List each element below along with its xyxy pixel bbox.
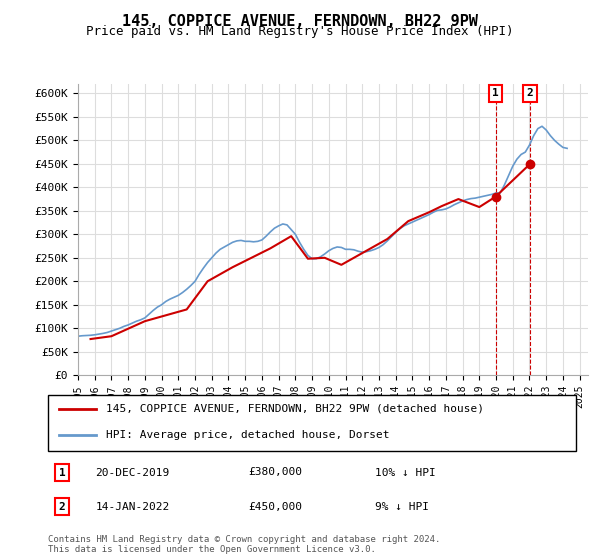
Text: 9% ↓ HPI: 9% ↓ HPI <box>376 502 430 511</box>
Text: 20-DEC-2019: 20-DEC-2019 <box>95 468 170 478</box>
Text: Price paid vs. HM Land Registry's House Price Index (HPI): Price paid vs. HM Land Registry's House … <box>86 25 514 38</box>
FancyBboxPatch shape <box>48 395 576 451</box>
Text: Contains HM Land Registry data © Crown copyright and database right 2024.
This d: Contains HM Land Registry data © Crown c… <box>48 535 440 554</box>
Text: £450,000: £450,000 <box>248 502 302 511</box>
Text: 145, COPPICE AVENUE, FERNDOWN, BH22 9PW (detached house): 145, COPPICE AVENUE, FERNDOWN, BH22 9PW … <box>106 404 484 414</box>
Text: 2: 2 <box>527 88 533 99</box>
Text: 1: 1 <box>59 468 65 478</box>
Text: 145, COPPICE AVENUE, FERNDOWN, BH22 9PW: 145, COPPICE AVENUE, FERNDOWN, BH22 9PW <box>122 14 478 29</box>
Text: 10% ↓ HPI: 10% ↓ HPI <box>376 468 436 478</box>
Text: £380,000: £380,000 <box>248 468 302 478</box>
Text: HPI: Average price, detached house, Dorset: HPI: Average price, detached house, Dors… <box>106 430 389 440</box>
Text: 14-JAN-2022: 14-JAN-2022 <box>95 502 170 511</box>
Text: 2: 2 <box>59 502 65 511</box>
Text: 1: 1 <box>492 88 499 99</box>
